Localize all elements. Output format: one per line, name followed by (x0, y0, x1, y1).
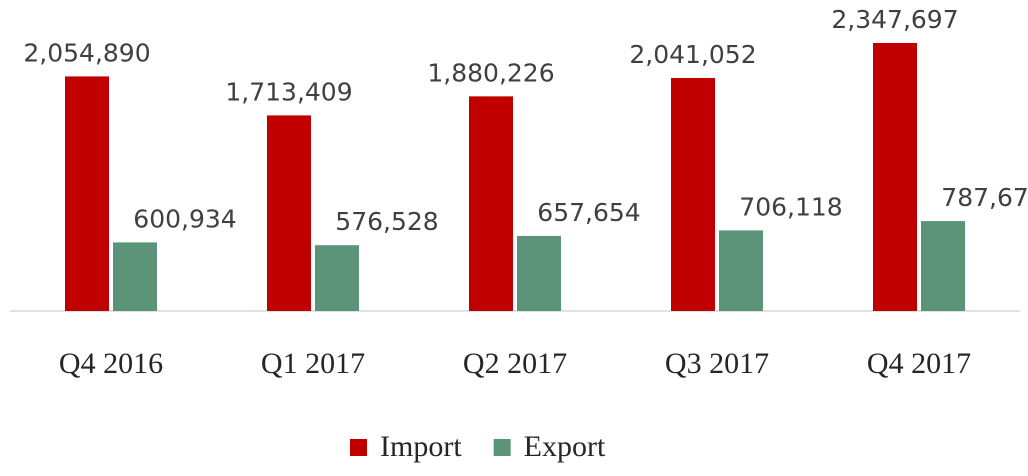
value-label: 706,118 (739, 192, 842, 221)
value-label: 2,041,052 (629, 40, 756, 69)
legend-swatch (350, 439, 367, 456)
bar (267, 115, 311, 311)
value-label: 787,671 (941, 183, 1028, 212)
bar (671, 78, 715, 311)
value-label: 1,880,226 (427, 58, 554, 87)
bar (719, 230, 763, 311)
value-label: 657,654 (537, 198, 640, 227)
bar (921, 221, 965, 311)
value-label: 1,713,409 (225, 77, 352, 106)
value-label: 2,054,890 (23, 38, 150, 67)
value-label: 2,347,697 (831, 5, 958, 34)
bar (873, 43, 917, 311)
x-tick-label: Q4 2016 (59, 347, 163, 380)
legend-label: Import (380, 430, 462, 463)
legend-swatch (493, 439, 511, 456)
x-tick-label: Q4 2017 (867, 347, 971, 380)
bar (517, 235, 561, 311)
bar (113, 242, 157, 311)
x-tick-label: Q3 2017 (665, 347, 769, 380)
x-tick-label: Q1 2017 (261, 347, 365, 380)
value-label: 600,934 (133, 204, 236, 233)
bar (469, 96, 513, 311)
bar (65, 76, 109, 311)
value-label: 576,528 (335, 207, 438, 236)
legend-label: Export (524, 430, 606, 463)
x-tick-label: Q2 2017 (463, 347, 567, 380)
bar (315, 245, 359, 311)
